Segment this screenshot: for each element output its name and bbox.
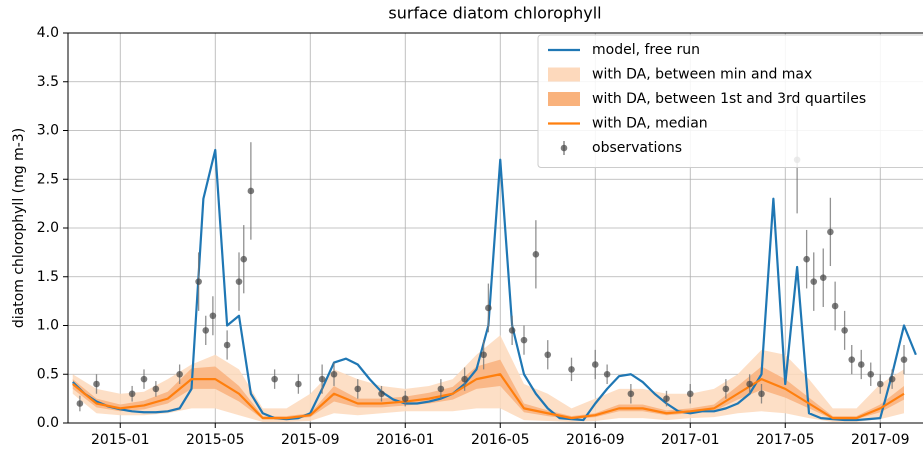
observation [209,312,217,320]
observation [271,375,278,383]
observation [722,385,730,393]
observation [437,385,445,393]
observation [746,380,753,388]
observation [603,370,611,378]
observation [354,385,362,393]
legend-box [537,34,923,168]
observation [848,356,856,363]
x-tick-label: 2015-05 [186,432,245,448]
observation [841,327,848,334]
observation [480,351,487,359]
observation [810,278,818,285]
observation [831,302,839,310]
observation [202,327,210,334]
x-tick-label: 2017-01 [661,432,720,448]
y-tick-label: 0.0 [37,415,59,431]
observation [93,380,100,388]
observation [568,366,575,373]
observation [867,370,875,378]
observation [128,390,136,398]
observation [627,390,635,398]
observation [378,390,385,398]
legend-swatch [548,67,580,82]
legend-label: with DA, between 1st and 3rd quartiles [592,91,866,107]
observation [544,351,552,359]
line [72,373,905,420]
observation [240,255,248,263]
observation [223,341,231,349]
x-tick-label: 2016-09 [566,432,625,448]
observation [295,380,302,388]
observation [485,304,492,312]
observation [532,251,540,258]
observation [758,390,765,398]
observation [140,375,148,383]
observation [508,327,516,334]
observation [461,375,468,383]
x-tick-label: 2015-09 [281,432,340,448]
observation [876,380,884,388]
observation [663,395,670,402]
observation [591,361,599,368]
observation [520,336,528,344]
observation [819,274,827,282]
legend-label: with DA, between min and max [592,67,812,83]
legend-marker [560,144,568,152]
observation [857,361,865,368]
y-tick-label: 2.5 [37,171,59,187]
observation [827,228,834,236]
x-tick-label: 2017-05 [756,432,815,448]
x-tick-label: 2016-01 [376,432,435,448]
observation [330,370,338,378]
y-tick-label: 1.0 [37,318,59,334]
legend-swatch [548,92,580,106]
observation [152,385,160,393]
legend-label: model, free run [592,42,700,58]
y-tick-label: 3.5 [37,74,59,90]
y-tick-label: 1.5 [37,269,59,285]
observation [888,375,896,383]
observation [195,278,202,285]
y-tick-label: 2.0 [37,220,59,236]
legend-label: with DA, median [592,116,708,132]
x-tick-label: 2016-05 [471,432,530,448]
observation [247,187,255,195]
observation [235,278,243,285]
observation [76,400,84,407]
observation [318,375,326,383]
observation [686,390,694,398]
observation [176,370,183,378]
observation [401,395,409,402]
legend-label: observations [592,140,682,156]
plot-area [71,106,917,423]
chart-title: surface diatom chlorophyll [388,4,601,23]
ticks: 0.0 0.5 1.0 1.5 2.0 2.5 3.0 3.5 4.0 2015-01 2015-0… [37,25,910,448]
observation [900,356,908,363]
observation [803,255,810,263]
legend: model, free run with DA, between min and … [537,34,923,168]
x-tick-label: 2015-01 [91,432,150,448]
range-band [72,359,904,420]
y-axis-label: diatom chlorophyll (mg m-3) [11,128,27,328]
y-tick-label: 4.0 [37,25,59,41]
y-tick-label: 3.0 [37,123,59,139]
line [71,148,917,422]
x-tick-label: 2017-09 [851,432,910,448]
y-tick-label: 0.5 [37,366,59,382]
